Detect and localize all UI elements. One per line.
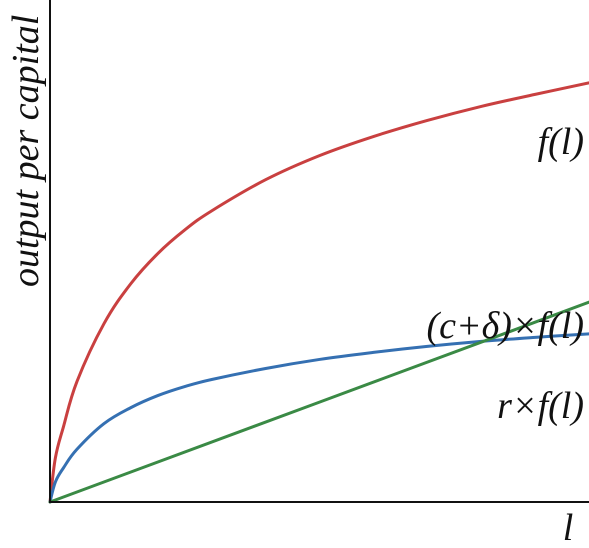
series-label-c-delta-f: (c+δ)×f(l): [426, 305, 584, 347]
series-label-f: f(l): [538, 121, 584, 163]
y-axis-label: output per capital: [5, 15, 47, 287]
series-r-f-line: [48, 332, 589, 504]
series-label-r-f: r×f(l): [497, 385, 584, 427]
plot-curves: [48, 81, 589, 504]
x-axis-label: l: [563, 507, 574, 548]
series-f-line: [48, 81, 589, 504]
series-c-delta-f-line: [48, 300, 589, 504]
